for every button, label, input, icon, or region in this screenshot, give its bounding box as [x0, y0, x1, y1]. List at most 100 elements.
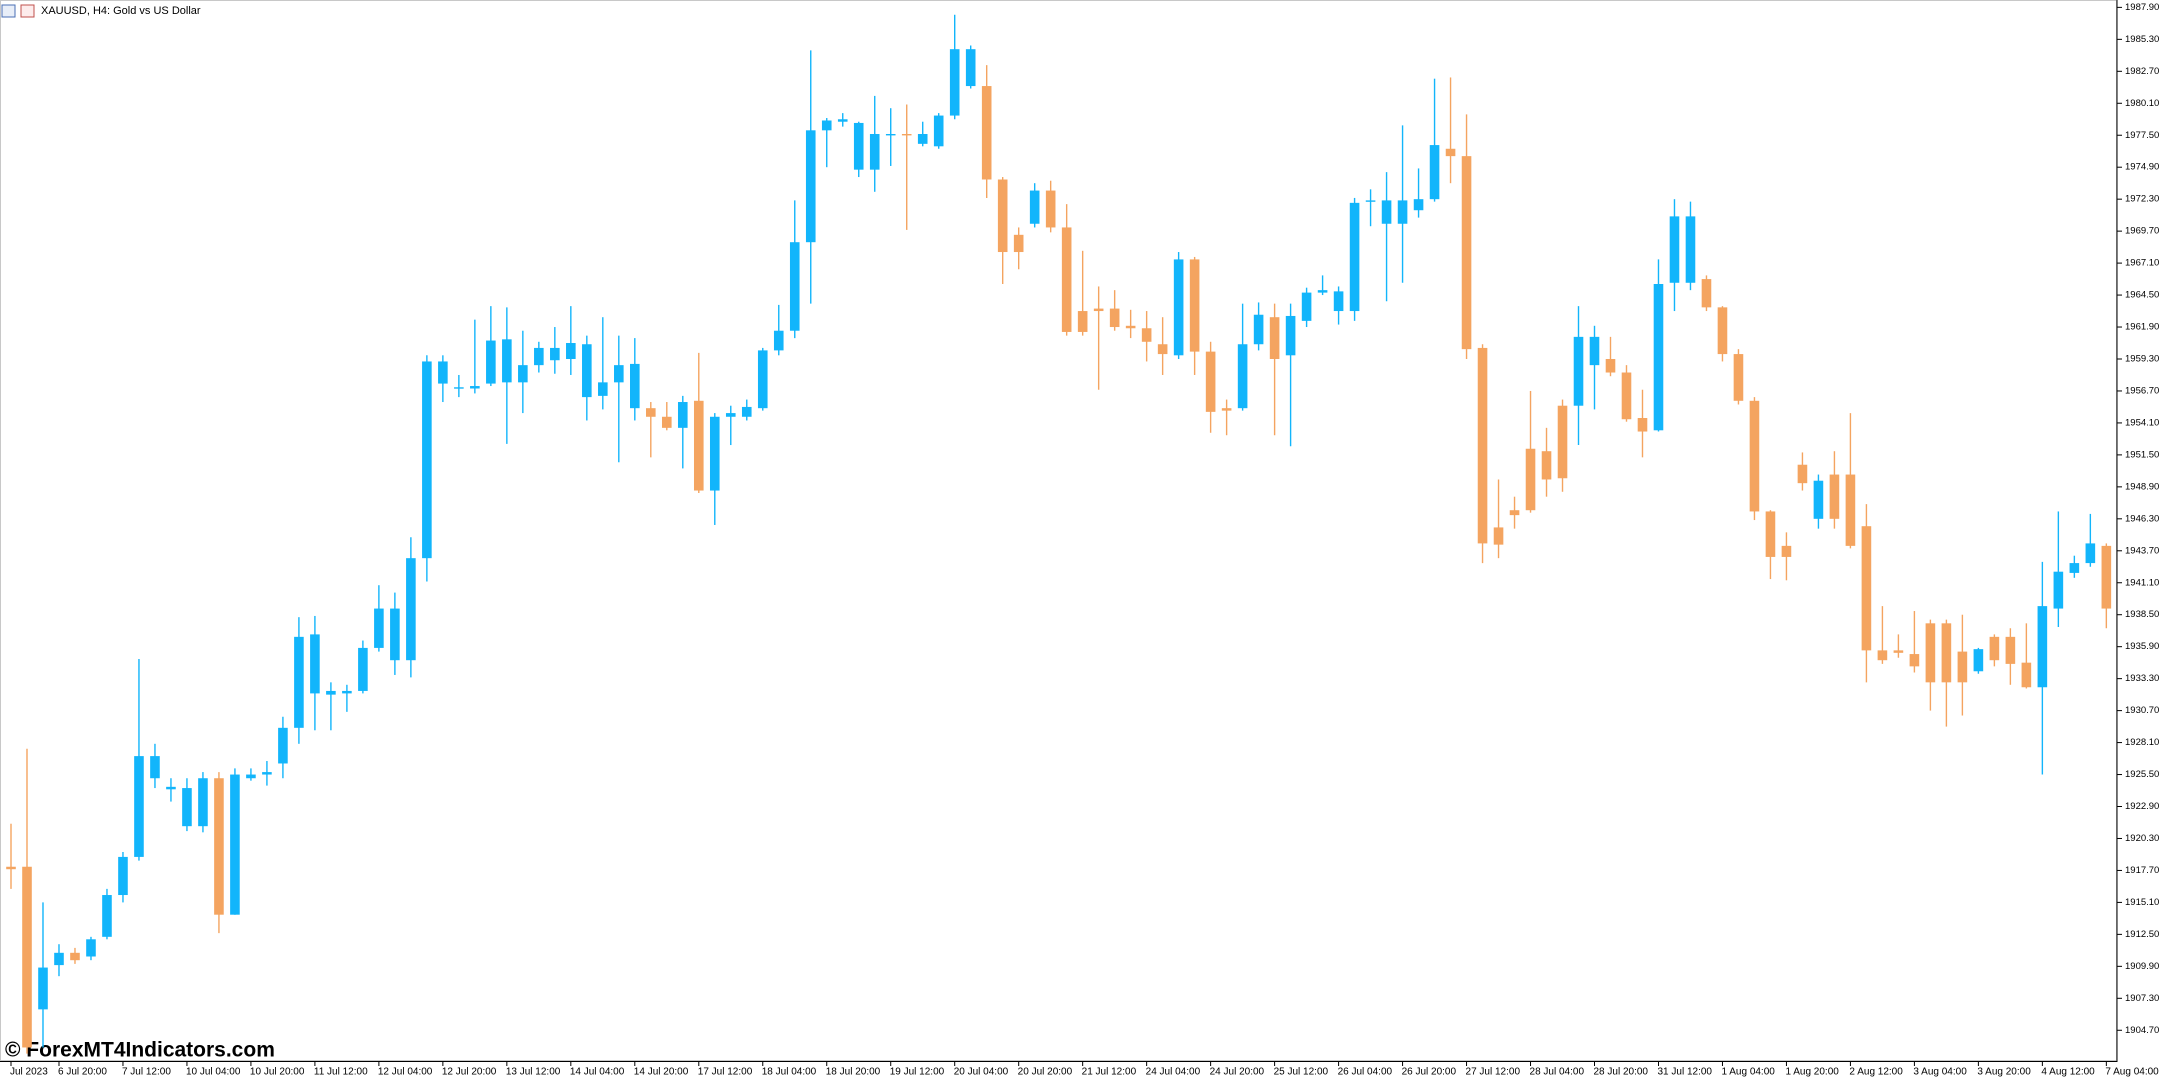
candle-body — [310, 634, 320, 694]
plot-frame — [0, 0, 2117, 1061]
y-tick-label: 1987.90 — [2125, 2, 2159, 13]
x-tick-label: Jul 2023 — [10, 1067, 48, 1078]
x-tick-label: 4 Aug 12:00 — [2041, 1067, 2095, 1078]
candle-body — [630, 363, 640, 409]
candle-body — [725, 413, 736, 417]
candle-body — [949, 49, 960, 116]
y-tick-label: 1930.70 — [2125, 705, 2159, 716]
candle-body — [1013, 234, 1024, 253]
y-tick-label: 1928.10 — [2125, 737, 2159, 748]
y-tick-label: 1977.50 — [2125, 130, 2159, 141]
y-tick-label: 1974.90 — [2125, 162, 2159, 173]
candle-body — [1045, 190, 1056, 228]
candle-body — [1029, 190, 1040, 224]
candle-body — [1157, 344, 1168, 355]
candle-body — [741, 406, 752, 417]
y-tick-label: 1967.10 — [2125, 258, 2159, 269]
candle-body — [965, 49, 976, 87]
candle-body — [246, 774, 256, 779]
x-tick-label: 26 Jul 20:00 — [1402, 1067, 1457, 1078]
y-tick-label: 1920.30 — [2125, 833, 2159, 844]
candle-body — [1573, 336, 1584, 406]
candle-body — [70, 952, 80, 961]
candle-body — [1525, 448, 1536, 511]
y-tick-label: 1954.10 — [2125, 417, 2159, 428]
candle-body — [1701, 279, 1712, 308]
y-tick-label: 1907.30 — [2125, 993, 2159, 1004]
x-tick-label: 3 Aug 20:00 — [1977, 1067, 2031, 1078]
y-tick-label: 1982.70 — [2125, 66, 2159, 77]
candle-body — [1717, 307, 1728, 355]
x-tick-label: 1 Aug 20:00 — [1785, 1067, 1839, 1078]
candle-body — [917, 134, 928, 144]
candle-body — [1765, 511, 1776, 557]
candle-body — [2053, 571, 2064, 609]
candle-body — [1413, 199, 1424, 211]
candle-body — [1493, 527, 1504, 545]
candle-body — [2005, 636, 2016, 664]
candle-body — [1605, 358, 1616, 373]
candle-body — [677, 402, 688, 428]
y-tick-label: 1948.90 — [2125, 481, 2159, 492]
candle-body — [789, 242, 800, 331]
watermark: © ForexMT4Indicators.com — [5, 1039, 275, 1062]
candle-body — [1621, 372, 1632, 420]
candle-body — [1669, 216, 1680, 283]
candle-body — [1653, 283, 1664, 431]
candle-body — [853, 122, 864, 170]
icon — [20, 4, 35, 18]
x-tick-label: 20 Jul 20:00 — [1018, 1067, 1073, 1078]
candle-body — [118, 856, 128, 896]
candle-body — [1477, 347, 1488, 544]
candle-body — [1285, 315, 1296, 356]
candle-body — [278, 727, 288, 764]
candle-body — [1253, 314, 1264, 345]
x-tick-label: 11 Jul 12:00 — [314, 1067, 368, 1078]
candle-body — [1797, 464, 1808, 484]
y-tick-label: 1961.90 — [2125, 322, 2159, 333]
y-tick-label: 1904.70 — [2125, 1025, 2159, 1036]
candle-body — [1141, 328, 1152, 342]
candle-body — [661, 416, 672, 428]
x-tick-label: 10 Jul 04:00 — [186, 1067, 241, 1078]
x-tick-label: 28 Jul 20:00 — [1594, 1067, 1649, 1078]
candle-body — [1349, 202, 1360, 312]
y-tick-label: 1912.50 — [2125, 929, 2159, 940]
candle-body — [102, 895, 112, 937]
candle-body — [1685, 216, 1696, 283]
candle-body — [1445, 148, 1456, 157]
x-tick-label: 17 Jul 12:00 — [698, 1067, 753, 1078]
candle-body — [1397, 200, 1408, 224]
x-tick-label: 26 Jul 04:00 — [1338, 1067, 1393, 1078]
x-tick-label: 20 Jul 04:00 — [954, 1067, 1009, 1078]
y-tick-label: 1941.10 — [2125, 577, 2159, 588]
candle-body — [470, 386, 480, 389]
candle-body — [933, 115, 944, 147]
candle-body — [1333, 291, 1344, 312]
y-tick-label: 1917.70 — [2125, 865, 2159, 876]
candle-body — [1909, 654, 1920, 667]
y-tick-label: 1925.50 — [2125, 769, 2159, 780]
x-tick-label: 7 Jul 12:00 — [122, 1067, 171, 1078]
candle-body — [342, 690, 352, 694]
y-tick-label: 1943.70 — [2125, 545, 2159, 556]
x-tick-label: 24 Jul 04:00 — [1146, 1067, 1201, 1078]
x-tick-label: 18 Jul 04:00 — [762, 1067, 817, 1078]
candle-body — [1957, 651, 1968, 683]
x-tick-label: 14 Jul 20:00 — [634, 1067, 689, 1078]
candle-body — [582, 344, 592, 398]
candle-body — [1205, 351, 1216, 412]
y-tick-label: 1969.70 — [2125, 226, 2159, 237]
y-tick-label: 1922.90 — [2125, 801, 2159, 812]
candle-body — [805, 130, 816, 243]
x-tick-label: 2 Aug 12:00 — [1849, 1067, 1903, 1078]
candle-body — [1829, 474, 1840, 519]
candle-body — [534, 347, 544, 366]
candle-body — [757, 350, 768, 409]
candle-body — [885, 134, 896, 136]
candle-body — [134, 756, 144, 857]
x-tick-label: 18 Jul 20:00 — [826, 1067, 881, 1078]
candle-body — [2069, 563, 2080, 573]
candle-body — [182, 788, 192, 827]
